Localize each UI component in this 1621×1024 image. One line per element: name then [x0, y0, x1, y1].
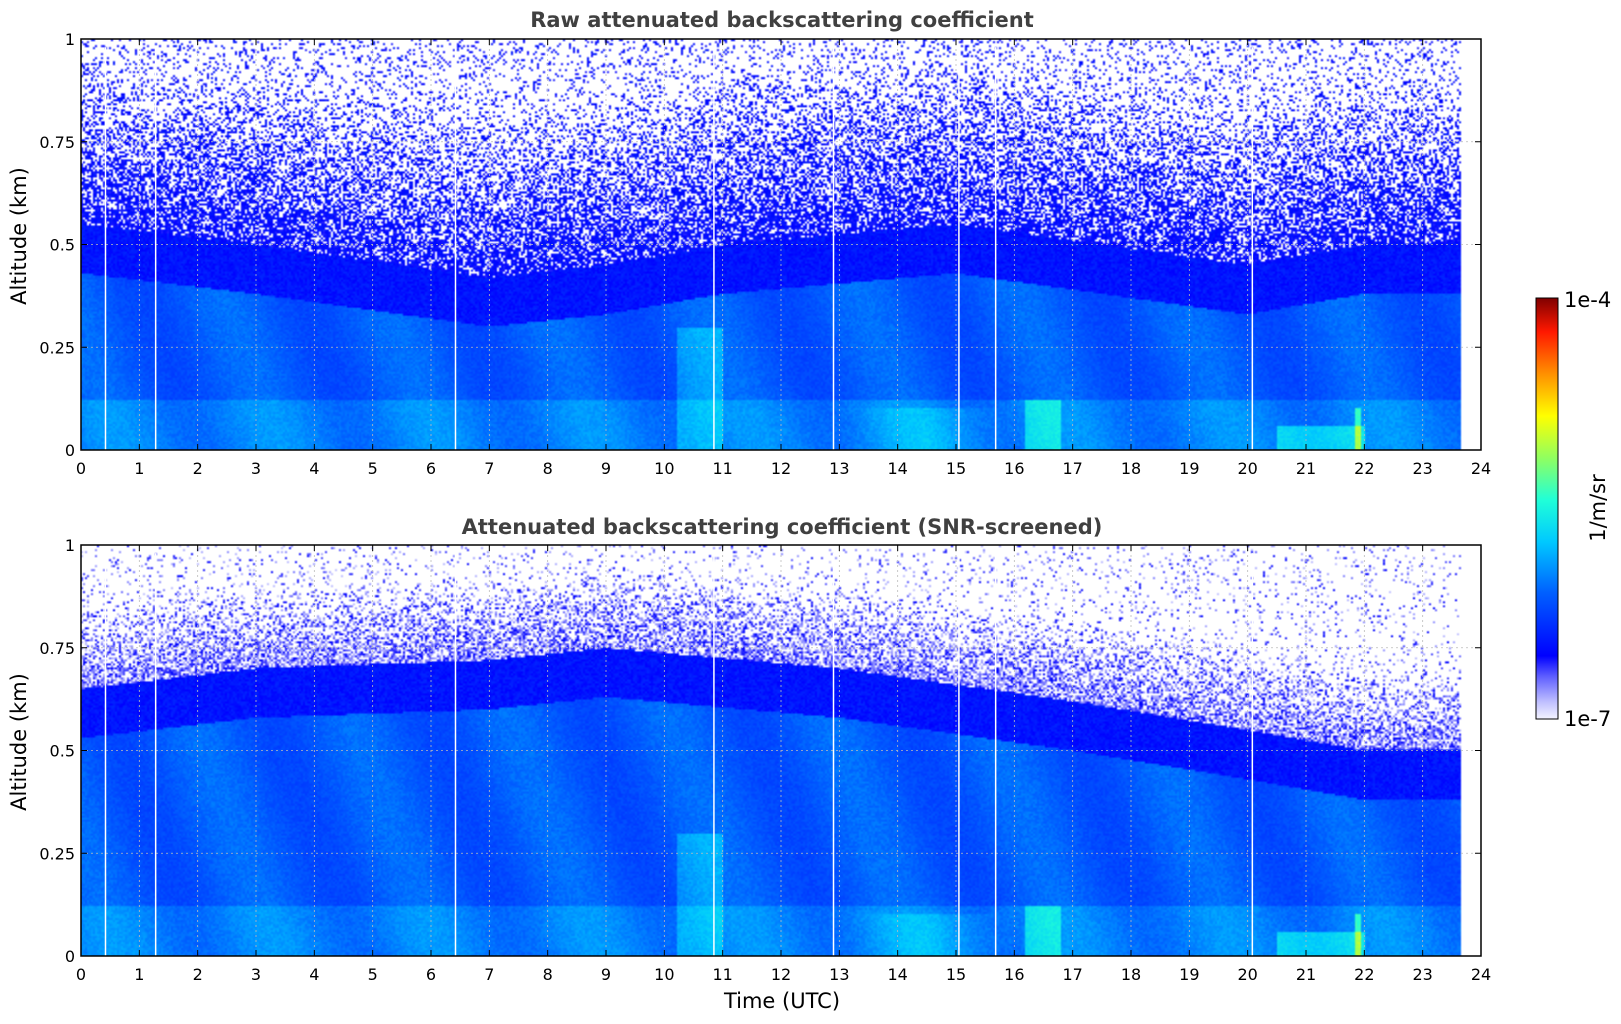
- x-tick-label: 8: [543, 459, 553, 478]
- y-tick-label: 0.25: [39, 844, 75, 863]
- y-tick-label: 1: [65, 536, 75, 555]
- x-tick-label: 16: [1004, 459, 1024, 478]
- x-tick-label: 8: [543, 965, 553, 984]
- x-tick-label: 17: [1062, 459, 1082, 478]
- x-tick-label: 6: [426, 965, 436, 984]
- x-tick-label: 4: [309, 965, 319, 984]
- x-tick-label: 24: [1471, 965, 1491, 984]
- x-tick-label: 23: [1412, 459, 1432, 478]
- colorbar-max-label: 1e-4: [1564, 288, 1611, 312]
- x-tick-label: 20: [1237, 965, 1257, 984]
- y-tick-label: 0.75: [39, 133, 75, 152]
- x-tick-label: 13: [829, 965, 849, 984]
- x-tick-label: 7: [484, 459, 494, 478]
- x-tick-label: 20: [1237, 459, 1257, 478]
- x-tick-label: 1: [134, 965, 144, 984]
- x-tick-label: 5: [368, 459, 378, 478]
- x-tick-label: 19: [1179, 459, 1199, 478]
- x-tick-label: 15: [946, 965, 966, 984]
- x-tick-label: 9: [601, 459, 611, 478]
- x-tick-label: 21: [1296, 459, 1316, 478]
- x-tick-label: 10: [654, 965, 674, 984]
- raw-panel-y-ticks: 0 0.25 0.5 0.75 1: [39, 30, 1481, 460]
- x-tick-label: 9: [601, 965, 611, 984]
- colorbar-min-label: 1e-7: [1564, 707, 1611, 731]
- screened-panel-xlabel: Time (UTC): [723, 989, 840, 1013]
- x-tick-label: 14: [887, 459, 907, 478]
- x-tick-label: 0: [76, 459, 86, 478]
- raw-panel-x-ticks: 0 1 2 3 4 5 6 7 8 9 10 11 12 13 14 15 16 17 18 19 20 21 22 23 24: [76, 39, 1491, 478]
- y-tick-label: 0.5: [50, 236, 75, 255]
- screened-panel-y-ticks: 0 0.25 0.5 0.75 1: [39, 536, 1481, 966]
- y-tick-label: 0.25: [39, 338, 75, 357]
- x-tick-label: 18: [1121, 965, 1141, 984]
- x-tick-label: 22: [1354, 459, 1374, 478]
- x-tick-label: 15: [946, 459, 966, 478]
- x-tick-label: 2: [193, 459, 203, 478]
- y-tick-label: 0: [65, 947, 75, 966]
- raw-panel-grid: [81, 39, 1481, 450]
- x-tick-label: 11: [712, 965, 732, 984]
- x-tick-label: 13: [829, 459, 849, 478]
- x-tick-label: 0: [76, 965, 86, 984]
- y-tick-label: 1: [65, 30, 75, 49]
- colorbar: 1e-4 1e-7 1/m/sr: [1535, 288, 1611, 731]
- screened-panel-title: Attenuated backscattering coefficient (S…: [462, 515, 1103, 539]
- colorbar-gradient: [1535, 297, 1559, 720]
- x-tick-label: 21: [1296, 965, 1316, 984]
- y-tick-label: 0.75: [39, 639, 75, 658]
- x-tick-label: 24: [1471, 459, 1491, 478]
- colorbar-unit-label: 1/m/sr: [1586, 474, 1610, 542]
- screened-panel-ylabel: Altitude (km): [7, 673, 31, 811]
- x-tick-label: 7: [484, 965, 494, 984]
- screened-panel-grid: [81, 545, 1481, 956]
- x-tick-label: 11: [712, 459, 732, 478]
- y-tick-label: 0: [65, 441, 75, 460]
- y-tick-label: 0.5: [50, 742, 75, 761]
- x-tick-label: 1: [134, 459, 144, 478]
- x-tick-label: 6: [426, 459, 436, 478]
- x-tick-label: 19: [1179, 965, 1199, 984]
- screened-backscatter-panel: Attenuated backscattering coefficient (S…: [7, 515, 1491, 1013]
- raw-panel-title: Raw attenuated backscattering coefficien…: [530, 8, 1034, 32]
- x-tick-label: 12: [771, 965, 791, 984]
- raw-panel-ylabel: Altitude (km): [7, 167, 31, 305]
- raw-backscatter-panel: Raw attenuated backscattering coefficien…: [7, 8, 1491, 478]
- x-tick-label: 2: [193, 965, 203, 984]
- x-tick-label: 3: [251, 965, 261, 984]
- x-tick-label: 18: [1121, 459, 1141, 478]
- x-tick-label: 12: [771, 459, 791, 478]
- x-tick-label: 22: [1354, 965, 1374, 984]
- x-tick-label: 16: [1004, 965, 1024, 984]
- x-tick-label: 4: [309, 459, 319, 478]
- x-tick-label: 5: [368, 965, 378, 984]
- raw-panel-missing-profiles: [104, 47, 1254, 450]
- x-tick-label: 3: [251, 459, 261, 478]
- x-tick-label: 14: [887, 965, 907, 984]
- x-tick-label: 10: [654, 459, 674, 478]
- x-tick-label: 23: [1412, 965, 1432, 984]
- screened-panel-x-ticks: 0 1 2 3 4 5 6 7 8 9 10 11 12 13 14 15 16 17 18 19 20 21 22 23 24: [76, 545, 1491, 984]
- x-tick-label: 17: [1062, 965, 1082, 984]
- screened-panel-missing-profiles: [104, 553, 1254, 956]
